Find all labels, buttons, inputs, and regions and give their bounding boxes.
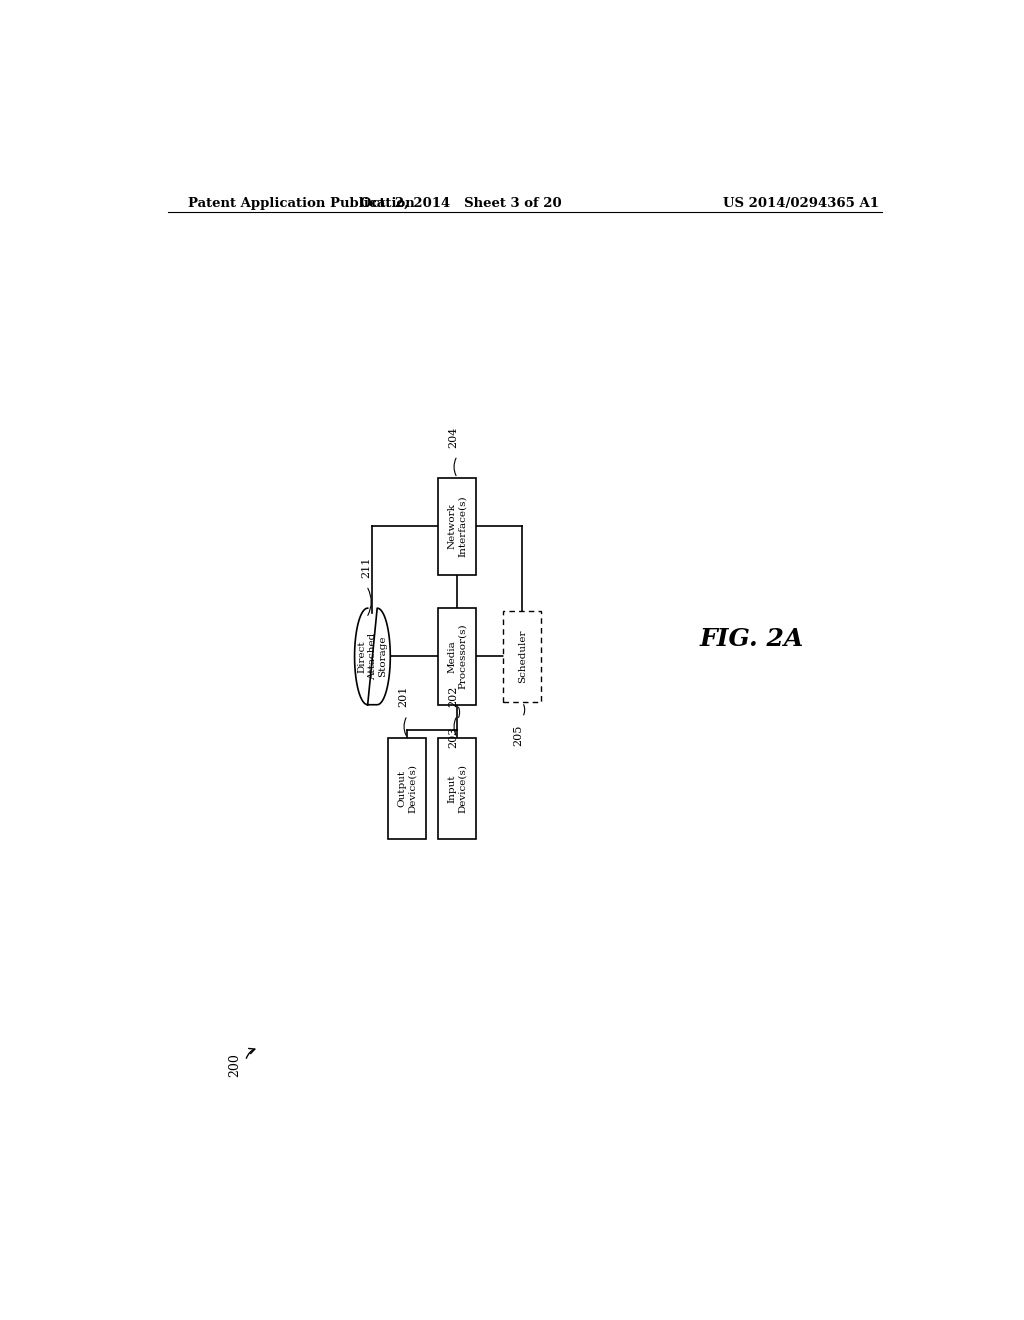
- Text: Patent Application Publication: Patent Application Publication: [187, 197, 415, 210]
- Polygon shape: [354, 609, 390, 705]
- Text: 201: 201: [398, 686, 409, 708]
- Text: Output
Device(s): Output Device(s): [397, 764, 417, 813]
- Bar: [504, 611, 542, 702]
- Text: 200: 200: [228, 1053, 242, 1077]
- Text: 205: 205: [514, 725, 523, 746]
- Bar: [438, 738, 476, 840]
- Text: FIG. 2A: FIG. 2A: [699, 627, 804, 651]
- Text: 204: 204: [449, 426, 459, 447]
- Text: Oct. 2, 2014   Sheet 3 of 20: Oct. 2, 2014 Sheet 3 of 20: [360, 197, 562, 210]
- Text: Network
Interface(s): Network Interface(s): [447, 495, 467, 557]
- Text: 203: 203: [449, 727, 459, 748]
- Text: Media
Processor(s): Media Processor(s): [447, 623, 467, 689]
- Text: Input
Device(s): Input Device(s): [447, 764, 467, 813]
- Text: Direct
Attached
Storage: Direct Attached Storage: [357, 632, 387, 680]
- Text: 202: 202: [449, 686, 459, 708]
- Text: US 2014/0294365 A1: US 2014/0294365 A1: [723, 197, 880, 210]
- Text: Scheduler: Scheduler: [518, 630, 527, 684]
- Bar: [438, 478, 476, 574]
- Text: 211: 211: [361, 556, 372, 578]
- Bar: [438, 609, 476, 705]
- Bar: [388, 738, 426, 840]
